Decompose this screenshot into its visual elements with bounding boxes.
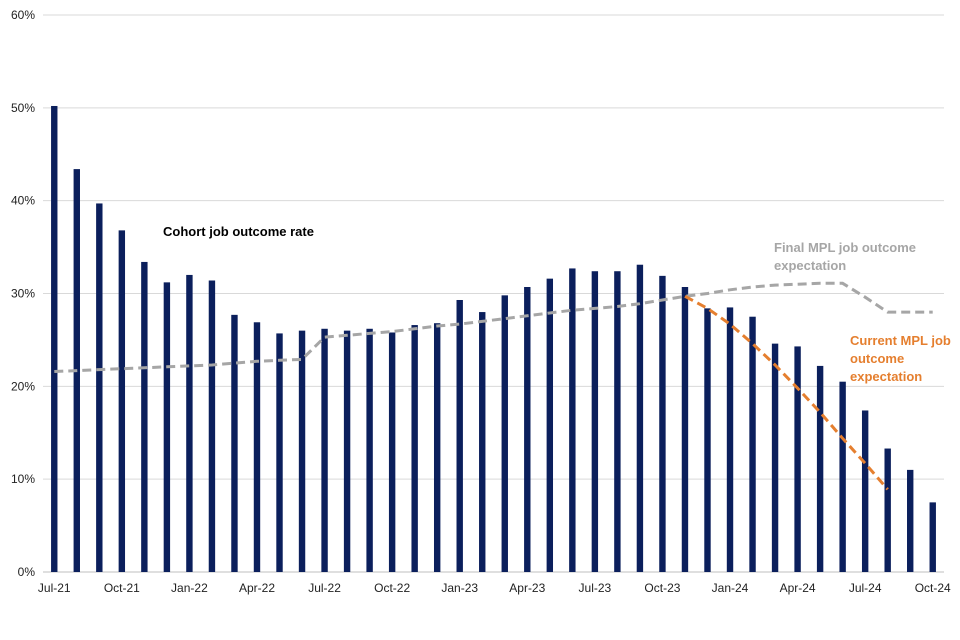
- y-tick-label: 40%: [11, 194, 35, 208]
- bar: [276, 333, 283, 572]
- y-tick-label: 60%: [11, 8, 35, 22]
- bar: [321, 328, 328, 572]
- bar: [388, 332, 396, 572]
- x-tick-label: Oct-23: [644, 581, 680, 595]
- bar: [411, 325, 418, 572]
- bar: [298, 330, 306, 572]
- annotation-final-line1: Final MPL job outcome: [774, 240, 916, 255]
- y-tick-label: 20%: [11, 379, 35, 393]
- y-tick-label: 50%: [11, 101, 35, 115]
- x-tick-label: Apr-24: [780, 581, 816, 595]
- annotation-cohort: Cohort job outcome rate: [163, 224, 314, 239]
- x-tick-label: Jan-24: [712, 581, 749, 595]
- x-tick-label: Oct-24: [915, 581, 951, 595]
- bar: [726, 307, 734, 572]
- y-axis-ticks: 0% 10% 20% 30% 40% 50% 60%: [11, 8, 35, 579]
- x-tick-label: Apr-22: [239, 581, 275, 595]
- x-tick-label: Jul-24: [849, 581, 882, 595]
- bar: [141, 261, 148, 572]
- bar: [794, 346, 801, 572]
- x-tick-label: Jul-21: [38, 581, 71, 595]
- bar: [929, 502, 936, 572]
- bar: [681, 287, 689, 572]
- bar: [524, 287, 531, 572]
- x-tick-label: Jan-23: [441, 581, 478, 595]
- x-axis-ticks: Jul-21 Oct-21 Jan-22 Apr-22 Jul-22 Oct-22 Jan-…: [38, 581, 951, 595]
- bar: [816, 365, 824, 572]
- bar: [636, 264, 644, 572]
- current-mpl-line: [684, 294, 889, 491]
- x-tick-label: Oct-22: [374, 581, 410, 595]
- bar: [704, 308, 711, 572]
- final-mpl-line: [54, 281, 933, 373]
- annotation-current-line2: outcome: [850, 351, 904, 366]
- annotation-current-line1: Current MPL job: [850, 333, 951, 348]
- bar: [96, 203, 103, 572]
- bar: [433, 323, 441, 572]
- y-tick-label: 0%: [18, 565, 36, 579]
- bar: [479, 312, 486, 572]
- bar-series: [51, 105, 936, 572]
- bar: [884, 448, 891, 572]
- bar: [659, 275, 666, 572]
- bar: [569, 268, 576, 572]
- bar: [591, 271, 599, 572]
- bar: [208, 280, 216, 572]
- bar: [861, 410, 869, 572]
- bar: [118, 230, 126, 572]
- bar: [51, 105, 58, 572]
- bar: [456, 299, 463, 572]
- bar: [186, 274, 193, 572]
- bar: [366, 328, 373, 572]
- gridlines: [43, 14, 944, 480]
- bar: [614, 271, 621, 572]
- bar: [839, 381, 846, 572]
- y-tick-label: 10%: [11, 472, 35, 486]
- bar: [163, 282, 171, 572]
- bar: [546, 278, 554, 572]
- bar: [343, 330, 351, 572]
- x-tick-label: Jul-23: [579, 581, 612, 595]
- bar: [253, 322, 261, 572]
- bar: [907, 469, 914, 572]
- x-tick-label: Oct-21: [104, 581, 140, 595]
- x-tick-label: Jan-22: [171, 581, 208, 595]
- annotation-current-line3: expectation: [850, 369, 922, 384]
- x-tick-label: Apr-23: [509, 581, 545, 595]
- x-tick-label: Jul-22: [308, 581, 341, 595]
- bar: [231, 314, 238, 572]
- bar: [771, 343, 779, 572]
- bar: [749, 316, 756, 572]
- bar: [501, 295, 508, 572]
- y-tick-label: 30%: [11, 287, 35, 301]
- annotation-final-line2: expectation: [774, 258, 846, 273]
